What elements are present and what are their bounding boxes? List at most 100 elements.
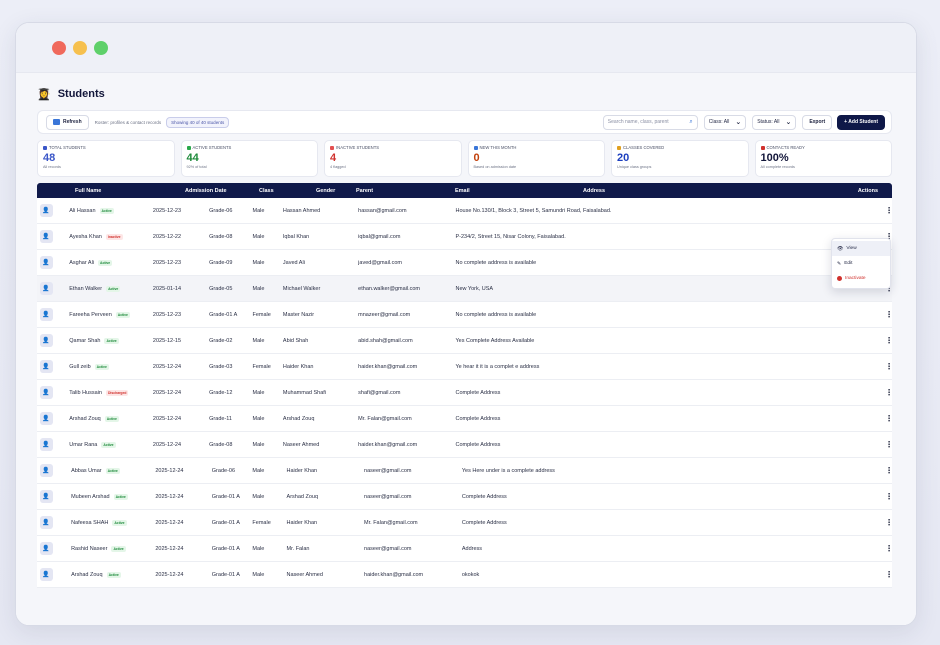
table-row[interactable]: 👤 Ayesha Khan Inactive 2025-12-22 Grade-08 Ma…	[37, 224, 893, 250]
stat-label-text: Total Students	[49, 145, 86, 150]
stat-card: Active Students 44 92% of total	[180, 140, 318, 177]
admission-date: 2025-12-24	[152, 441, 182, 448]
menu-item-view[interactable]: 👁 View	[832, 241, 890, 256]
minimize-window-button[interactable]	[73, 40, 87, 55]
more-actions-icon[interactable]: ⋮	[885, 310, 893, 319]
more-actions-icon[interactable]: ⋮	[885, 466, 893, 475]
table-row[interactable]: 👤 Ethan Walker Active 2025-01-14 Grade-05 Mal…	[37, 276, 893, 302]
stat-label-text: Classes Covered	[623, 145, 665, 150]
more-actions-icon[interactable]: ⋮	[885, 232, 893, 241]
student-name[interactable]: Gull zeib	[69, 363, 91, 370]
column-header[interactable]: Parent	[356, 187, 374, 194]
status-badge: Active	[99, 207, 114, 214]
status-filter-select[interactable]: Status: All ⌄	[752, 114, 797, 130]
status-badge: Active	[112, 519, 127, 526]
stat-icon	[330, 145, 334, 150]
table-row[interactable]: 👤 Arshad Zouq Active 2025-12-24 Grade-01 A Ma…	[37, 562, 893, 588]
address-cell: Complete Address	[455, 441, 501, 448]
more-actions-icon[interactable]: ⋮	[885, 440, 893, 449]
address-cell: Complete Address	[455, 389, 501, 396]
parent-cell: Naseer Ahmed	[282, 441, 320, 448]
table-header: Full Name Admission Date Class Gender Pa…	[37, 183, 892, 198]
column-header[interactable]: Email	[455, 187, 470, 194]
email-cell: haider.khan@gmail.com	[358, 441, 418, 448]
student-name[interactable]: Ali Hassan	[69, 207, 96, 214]
stat-value: 0	[473, 152, 480, 164]
table-row[interactable]: 👤 Umar Rana Active 2025-12-24 Grade-08 Male Na…	[37, 432, 893, 458]
gender-cell: Male	[252, 415, 265, 422]
stat-icon	[43, 145, 47, 150]
table-row[interactable]: 👤 Ali Hassan Active 2025-12-23 Grade-06 Male H…	[37, 198, 893, 224]
column-header[interactable]: Gender	[316, 187, 336, 194]
more-actions-icon[interactable]: ⋮	[885, 336, 893, 345]
address-cell: Address	[461, 545, 483, 552]
student-name[interactable]: Ayesha Khan	[69, 233, 102, 240]
table-row[interactable]: 👤 Talib Hussain Discharged 2025-12-24 Grade-…	[37, 380, 893, 406]
more-actions-icon[interactable]: ⋮	[641, 284, 893, 293]
admission-date: 2025-12-24	[155, 493, 184, 500]
more-actions-icon[interactable]: ⋮	[885, 492, 893, 501]
close-window-button[interactable]	[52, 40, 66, 55]
toolbar-hint: Roster: profiles & contact records	[94, 119, 162, 125]
admission-date: 2025-01-14	[152, 285, 182, 292]
student-name[interactable]: Umar Rana	[69, 441, 98, 448]
menu-item-edit[interactable]: ✎ Edit	[832, 256, 890, 271]
gender-cell: Female	[252, 311, 271, 318]
search-icon[interactable]: ⌕	[689, 118, 693, 125]
page-title: Students	[57, 88, 105, 100]
table-row[interactable]: 👤 Gull zeib Active 2025-12-24 Grade-03 Female…	[37, 354, 893, 380]
menu-item-inactivate[interactable]: Inactivate	[832, 271, 890, 286]
table-body: 👤 Ali Hassan Active 2025-12-23 Grade-06 Male H…	[37, 198, 893, 588]
table-row[interactable]: 👤 Abbas Umar Active 2025-12-24 Grade-06 Male H…	[37, 458, 893, 484]
stat-label: Contacts Ready	[760, 145, 887, 150]
column-header[interactable]: Address	[583, 187, 606, 194]
address-cell: No complete address is available	[455, 311, 537, 318]
student-name[interactable]: Arshad Zouq	[71, 571, 103, 578]
column-header[interactable]: Admission Date	[185, 187, 227, 194]
pencil-icon: ✎	[837, 260, 842, 267]
student-name[interactable]: Arshad Zouq	[69, 415, 101, 422]
table-row[interactable]: 👤 Asghar Ali Active 2025-12-23 Grade-09 Male J…	[37, 250, 893, 276]
admission-date: 2025-12-24	[155, 519, 184, 526]
student-name[interactable]: Mubeen Arshad	[71, 493, 110, 500]
parent-cell: Muhammad Shafi	[282, 389, 327, 396]
column-header[interactable]: Full Name	[75, 187, 102, 194]
student-name[interactable]: Asghar Ali	[69, 259, 95, 266]
more-actions-icon[interactable]: ⋮	[885, 518, 893, 527]
export-button[interactable]: Export	[802, 114, 833, 130]
student-name[interactable]: Abbas Umar	[71, 467, 102, 474]
more-actions-icon[interactable]: ⋮	[885, 388, 893, 397]
student-name[interactable]: Nafeesa SHAH	[71, 519, 109, 526]
table-row[interactable]: 👤 Qamar Shah Active 2025-12-15 Grade-02 Male A…	[37, 328, 893, 354]
student-name[interactable]: Rashid Naseer	[71, 545, 108, 552]
table-row[interactable]: 👤 Arshad Zouq Active 2025-12-24 Grade-11 Male…	[37, 406, 893, 432]
student-name[interactable]: Ethan Walker	[69, 285, 103, 292]
more-actions-icon[interactable]: ⋮	[885, 362, 893, 371]
class-cell: Grade-08	[209, 233, 233, 240]
add-student-button[interactable]: + Add Student	[837, 114, 885, 130]
class-filter-select[interactable]: Class: All ⌄	[703, 114, 747, 130]
parent-cell: Arshad Zouq	[286, 493, 319, 500]
more-actions-icon[interactable]: ⋮	[885, 414, 893, 423]
table-row[interactable]: 👤 Rashid Naseer Active 2025-12-24 Grade-01 A…	[37, 536, 893, 562]
refresh-label: Refresh	[63, 119, 82, 125]
refresh-button[interactable]: Refresh	[46, 114, 89, 130]
email-cell: naseer@gmail.com	[364, 493, 412, 500]
student-name[interactable]: Qamar Shah	[69, 337, 101, 344]
table-row[interactable]: 👤 Mubeen Arshad Active 2025-12-24 Grade-01 A…	[37, 484, 893, 510]
avatar-icon: 👤	[39, 308, 53, 321]
more-actions-icon[interactable]: ⋮	[885, 206, 893, 215]
more-actions-icon[interactable]: ⋮	[885, 544, 893, 553]
student-name[interactable]: Fareeha Perveen	[69, 311, 112, 318]
table-row[interactable]: 👤 Fareeha Perveen Active 2025-12-23 Grade-01…	[37, 302, 893, 328]
table-row[interactable]: 👤 Nafeesa SHAH Active 2025-12-24 Grade-01 A F…	[37, 510, 893, 536]
maximize-window-button[interactable]	[94, 40, 108, 55]
column-header[interactable]: Class	[259, 187, 274, 194]
student-name[interactable]: Talib Hussain	[69, 389, 102, 396]
address-cell: House No.130/1, Block 3, Street 5, Samun…	[455, 207, 612, 214]
class-cell: Grade-12	[209, 389, 233, 396]
status-badge: Active	[106, 285, 121, 292]
class-cell: Grade-01 A	[211, 571, 240, 578]
search-input[interactable]: Search name, class, parent ⌕	[602, 114, 698, 130]
more-actions-icon[interactable]: ⋮	[885, 570, 893, 579]
